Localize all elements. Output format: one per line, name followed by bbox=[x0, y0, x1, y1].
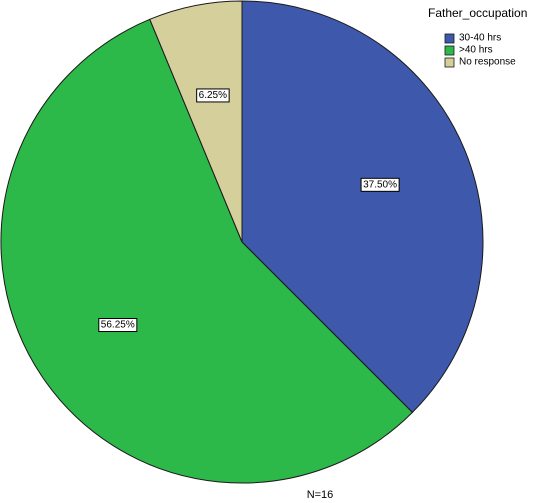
pie-slice-over-40-hrs bbox=[0, 18, 414, 484]
pie-slices bbox=[0, 0, 484, 484]
legend-title: Father_occupation bbox=[428, 6, 527, 20]
legend-swatch-no-response bbox=[444, 57, 455, 68]
legend-label-30-40-hrs: 30-40 hrs bbox=[459, 33, 501, 44]
data-label-text: 37.50% bbox=[363, 179, 397, 190]
legend-label-no-response: No response bbox=[459, 57, 516, 68]
data-label-box bbox=[196, 88, 230, 103]
sample-size-note: N=16 bbox=[307, 489, 334, 501]
pie-data-labels: 37.50% 56.25% 6.25% bbox=[98, 88, 400, 333]
pie-slice-30-40-hrs bbox=[241, 0, 484, 414]
legend: Father_occupation 30-40 hrs >40 hrs No r… bbox=[428, 6, 527, 68]
legend-label-over-40-hrs: >40 hrs bbox=[459, 45, 493, 56]
data-label-30-40-hrs: 37.50% bbox=[360, 177, 400, 192]
data-label-box bbox=[360, 177, 400, 192]
legend-swatch-30-40-hrs bbox=[444, 33, 455, 44]
data-label-no-response: 6.25% bbox=[196, 88, 230, 103]
pie-slice-no-response bbox=[149, 0, 243, 243]
data-label-box bbox=[98, 318, 138, 333]
legend-swatch-over-40-hrs bbox=[444, 45, 455, 56]
data-label-over-40-hrs: 56.25% bbox=[98, 318, 138, 333]
data-label-text: 6.25% bbox=[199, 90, 227, 101]
data-label-text: 56.25% bbox=[101, 320, 135, 331]
